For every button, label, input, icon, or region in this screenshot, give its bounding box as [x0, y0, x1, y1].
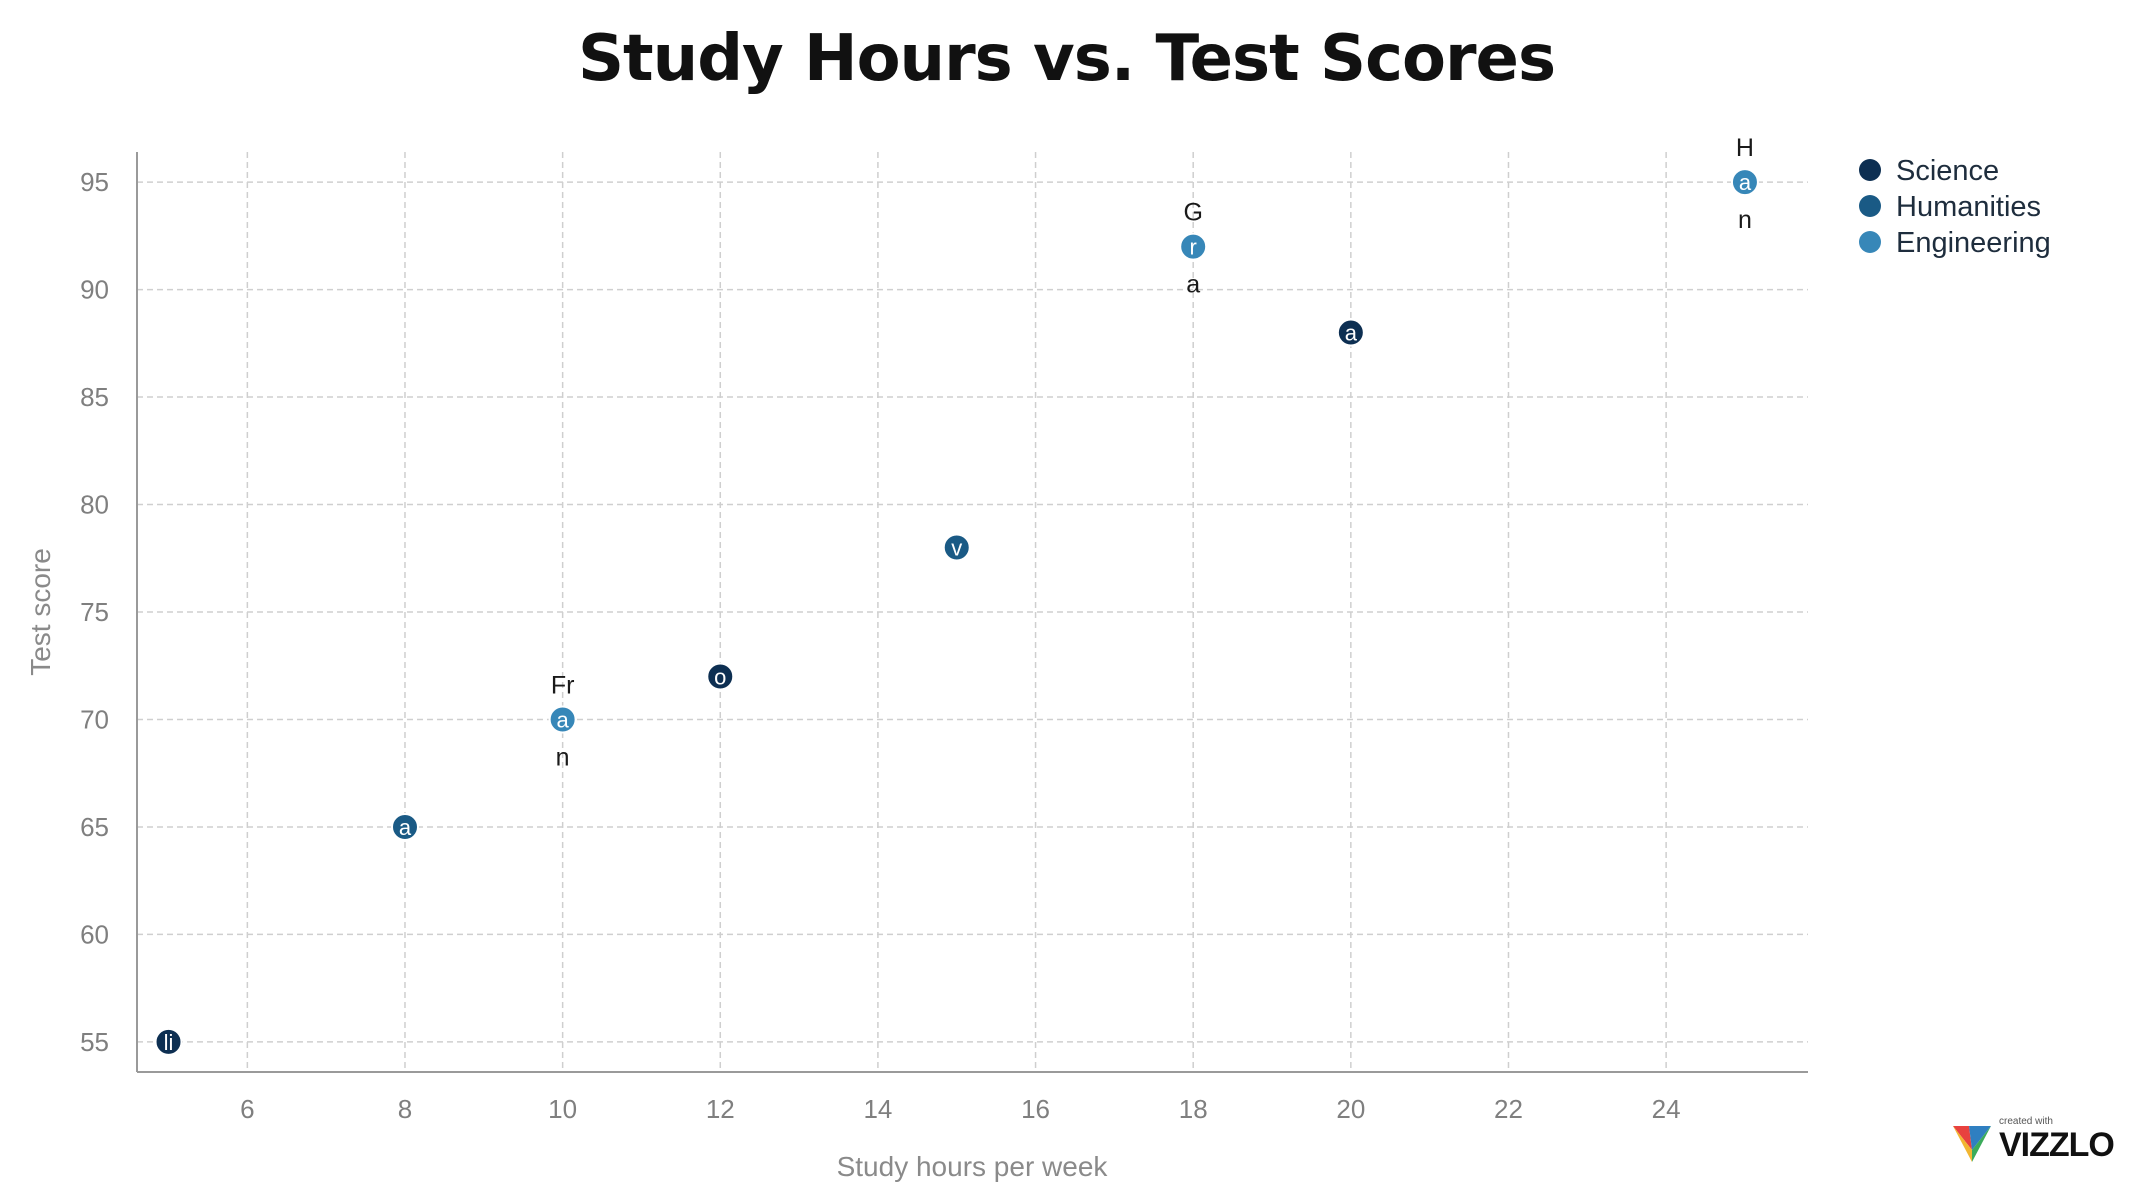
- data-point-marker[interactable]: [154, 1027, 183, 1056]
- x-tick-label: 10: [548, 1094, 577, 1124]
- vizzlo-credit[interactable]: created with VIZZLO: [1949, 1116, 2119, 1170]
- grid-lines: [137, 152, 1808, 1072]
- y-tick-label: 60: [80, 919, 109, 949]
- data-point-marker[interactable]: [1730, 168, 1759, 197]
- x-tick-label: 20: [1336, 1094, 1365, 1124]
- x-tick-label: 18: [1179, 1094, 1208, 1124]
- data-point[interactable]: rGa: [1179, 199, 1208, 299]
- data-point-marker[interactable]: [548, 705, 577, 734]
- x-tick-label: 22: [1494, 1094, 1523, 1124]
- x-tick-label: 14: [863, 1094, 892, 1124]
- data-label-below: n: [1738, 206, 1752, 234]
- legend-label: Engineering: [1896, 227, 2051, 259]
- x-tick-label: 6: [240, 1094, 254, 1124]
- data-point-inner-label: r: [1190, 235, 1197, 260]
- legend-swatch: [1859, 231, 1881, 253]
- legend: Science Humanities Engineering: [1859, 155, 2051, 259]
- data-point-marker[interactable]: [706, 662, 735, 691]
- data-point[interactable]: li: [154, 1027, 183, 1056]
- legend-item[interactable]: Humanities: [1859, 191, 2041, 223]
- data-point-marker[interactable]: [1179, 232, 1208, 261]
- data-point[interactable]: a Fr n: [548, 671, 577, 771]
- legend-swatch: [1859, 159, 1881, 181]
- x-tick-label: 8: [398, 1094, 412, 1124]
- legend-label: Humanities: [1896, 191, 2041, 223]
- y-tick-label: 95: [80, 167, 109, 197]
- tick-labels: 55 60 65 70 75 80 85 90 95 6 8 10 12 14 16 18 20 22 24: [80, 167, 1681, 1124]
- vizzlo-logo-icon: [1953, 1126, 1991, 1162]
- y-tick-label: 55: [80, 1027, 109, 1057]
- data-point-inner-label: a: [557, 707, 570, 732]
- data-point-inner-label: li: [164, 1030, 174, 1055]
- data-point-inner-label: v: [951, 536, 962, 561]
- axes: [136, 152, 1808, 1073]
- data-point[interactable]: v: [942, 533, 971, 562]
- credit-brand-text: VIZZLO: [1999, 1126, 2115, 1164]
- y-tick-label: 80: [80, 490, 109, 520]
- x-axis-title: Study hours per week: [837, 1151, 1109, 1182]
- data-point-inner-label: a: [1345, 321, 1358, 346]
- x-tick-label: 16: [1021, 1094, 1050, 1124]
- data-label-above: Fr: [551, 671, 575, 699]
- data-point-inner-label: a: [399, 815, 412, 840]
- x-tick-label: 24: [1652, 1094, 1681, 1124]
- y-tick-label: 75: [80, 597, 109, 627]
- legend-label: Science: [1896, 155, 1999, 187]
- data-point-marker[interactable]: [390, 812, 419, 841]
- data-point[interactable]: o: [706, 662, 735, 691]
- credit-small-text: created with: [1999, 1116, 2053, 1127]
- legend-item[interactable]: Science: [1859, 155, 1999, 187]
- data-point-inner-label: a: [1739, 170, 1752, 195]
- data-label-above: G: [1183, 199, 1202, 227]
- data-point[interactable]: a: [390, 812, 419, 841]
- y-tick-label: 65: [80, 812, 109, 842]
- y-tick-label: 70: [80, 704, 109, 734]
- data-point-inner-label: o: [714, 664, 726, 689]
- legend-item[interactable]: Engineering: [1859, 227, 2051, 259]
- chart-title: Study Hours vs. Test Scores: [577, 22, 1556, 96]
- y-tick-label: 90: [80, 275, 109, 305]
- data-label-below: n: [556, 743, 570, 771]
- data-point-marker[interactable]: [942, 533, 971, 562]
- y-tick-label: 85: [80, 382, 109, 412]
- data-label-above: H: [1736, 134, 1754, 162]
- data-point[interactable]: a: [1336, 318, 1365, 347]
- legend-swatch: [1859, 195, 1881, 217]
- y-axis-title: Test score: [25, 548, 56, 676]
- data-point[interactable]: aHn: [1730, 134, 1759, 234]
- x-tick-label: 12: [706, 1094, 735, 1124]
- data-point-marker[interactable]: [1336, 318, 1365, 347]
- data-label-below: a: [1186, 271, 1200, 299]
